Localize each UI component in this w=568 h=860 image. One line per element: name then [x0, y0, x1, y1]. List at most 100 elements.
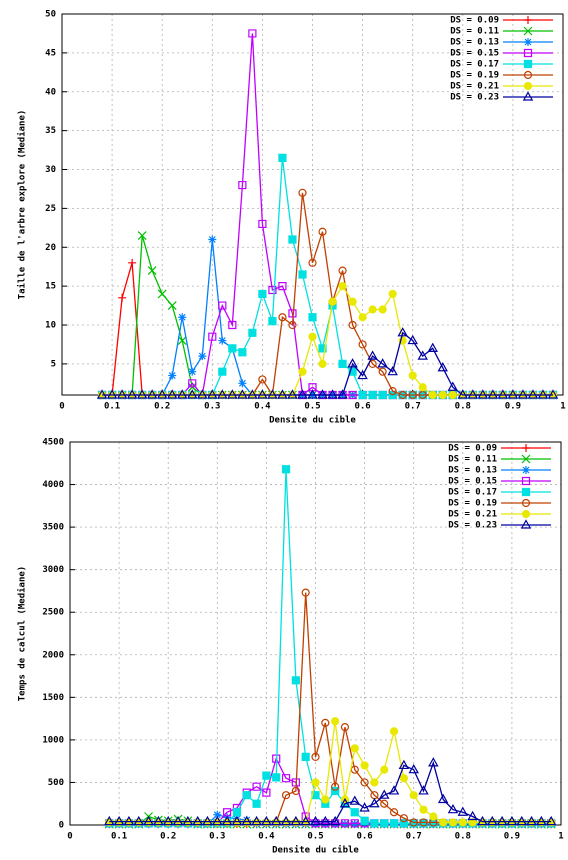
marker — [231, 815, 243, 826]
legend-label: DS = 0.13 — [448, 466, 497, 476]
marker — [340, 820, 349, 829]
marker — [360, 816, 369, 825]
marker — [213, 810, 222, 819]
marker — [409, 791, 418, 800]
marker — [290, 815, 302, 826]
marker — [370, 778, 379, 787]
x-tick-label: 0.1 — [111, 832, 127, 842]
marker — [428, 390, 437, 400]
marker — [221, 815, 233, 826]
x-tick-label: 0.9 — [505, 402, 521, 412]
marker — [407, 334, 418, 345]
marker — [438, 390, 447, 400]
y-tick-label: 4500 — [42, 438, 64, 448]
marker — [399, 814, 408, 823]
marker — [261, 815, 272, 826]
marker — [418, 785, 429, 795]
x-axis-label: Densite du cible — [269, 415, 356, 426]
marker — [380, 819, 389, 828]
marker — [143, 815, 154, 826]
marker — [207, 389, 218, 399]
marker — [447, 803, 459, 814]
marker — [168, 371, 177, 380]
marker — [248, 328, 257, 337]
marker — [388, 785, 400, 795]
marker — [157, 289, 167, 299]
marker — [340, 723, 350, 732]
marker — [399, 774, 408, 783]
marker — [262, 788, 271, 797]
y-tick-label: 2000 — [42, 650, 64, 660]
x-tick-label: 0.3 — [204, 402, 220, 412]
marker — [398, 759, 410, 770]
marker — [378, 367, 387, 376]
marker — [457, 389, 469, 399]
marker — [147, 266, 157, 276]
marker — [228, 344, 237, 353]
marker — [297, 389, 308, 399]
marker — [439, 818, 448, 827]
marker — [458, 818, 467, 827]
marker — [301, 812, 310, 821]
marker — [448, 390, 457, 400]
x-tick-label: 0.5 — [307, 832, 323, 842]
marker — [338, 266, 347, 275]
x-tick-label: 0 — [67, 832, 72, 842]
marker — [338, 359, 347, 368]
marker — [280, 815, 292, 826]
marker — [516, 815, 527, 826]
marker — [360, 761, 369, 770]
marker — [337, 389, 348, 399]
y-tick-label: 40 — [45, 87, 56, 97]
marker — [467, 389, 479, 399]
marker — [497, 389, 509, 399]
y-tick-label: 3000 — [42, 565, 64, 575]
x-axis-label: Densite du cible — [272, 845, 359, 856]
marker — [369, 797, 380, 808]
y-axis-label: Taille de l'arbre explore (Mediane) — [17, 110, 28, 300]
y-tick-label: 50 — [45, 10, 56, 20]
marker — [418, 383, 427, 392]
marker — [298, 188, 307, 197]
marker — [307, 389, 318, 399]
marker — [208, 332, 217, 341]
marker — [429, 812, 438, 821]
marker — [418, 390, 427, 400]
y-tick-label: 500 — [48, 778, 64, 788]
marker — [350, 820, 359, 829]
legend-marker — [520, 519, 532, 529]
y-tick-label: 1000 — [42, 735, 64, 745]
marker — [408, 763, 419, 774]
legend-marker — [522, 91, 534, 101]
marker — [379, 789, 390, 799]
marker — [388, 387, 397, 396]
marker — [182, 815, 194, 826]
marker — [278, 282, 287, 291]
marker — [301, 588, 310, 597]
marker — [487, 389, 499, 399]
marker — [227, 389, 238, 399]
marker — [123, 815, 135, 826]
marker — [428, 757, 439, 767]
y-tick-label: 0 — [59, 821, 64, 831]
marker — [347, 358, 358, 368]
marker — [270, 815, 282, 826]
marker — [419, 818, 428, 827]
x-tick-label: 0.5 — [304, 402, 320, 412]
marker — [281, 791, 291, 800]
x-tick-label: 0.7 — [406, 832, 422, 842]
legend-label: DS = 0.23 — [448, 521, 497, 531]
marker — [447, 381, 459, 391]
marker — [197, 389, 208, 399]
y-tick-label: 3500 — [42, 523, 64, 533]
marker — [367, 350, 378, 360]
marker — [298, 270, 307, 279]
series-line — [109, 756, 552, 824]
marker — [126, 389, 138, 399]
marker — [350, 808, 359, 817]
y-tick-label: 20 — [45, 243, 56, 253]
marker — [251, 815, 262, 826]
marker — [389, 727, 399, 736]
marker — [368, 305, 377, 314]
